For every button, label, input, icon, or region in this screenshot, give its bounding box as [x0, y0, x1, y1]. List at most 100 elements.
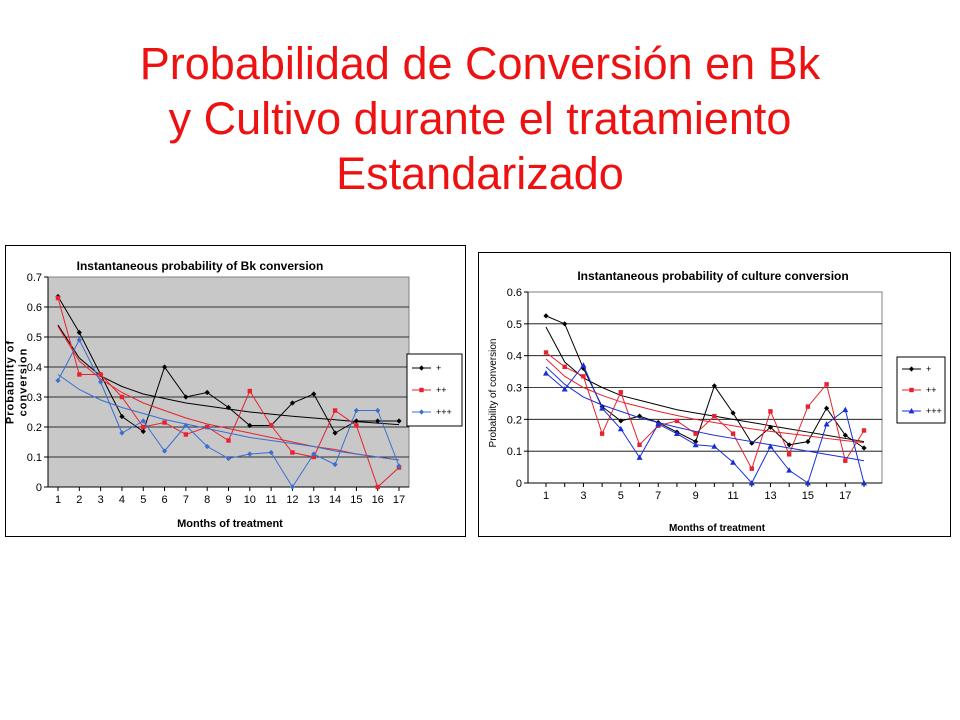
chart2-y-tick-label: 0.6: [507, 287, 522, 299]
slide-title-line-3: Estandarizado: [336, 148, 624, 199]
chart1-legend-marker: [419, 387, 424, 393]
chart1-data-point: [140, 418, 146, 424]
chart1-data-point: [162, 420, 167, 425]
chart1-x-tick-label: 15: [350, 494, 362, 506]
chart2-data-point: [786, 442, 792, 448]
chart2-data-point: [843, 458, 848, 463]
chart2-data-point: [561, 386, 568, 392]
chart1-data-point: [375, 484, 380, 490]
chart2-y-tick-label: 0: [516, 478, 522, 490]
chart2-data-point: [861, 480, 867, 486]
chart1-data-point: [268, 449, 274, 456]
chart1-x-tick-label: 14: [329, 494, 341, 506]
chart2-data-point: [637, 442, 642, 447]
chart1-legend-label: +: [436, 363, 441, 373]
chart2-y-tick-label: 0.2: [507, 414, 522, 426]
chart1-data-point: [332, 461, 338, 468]
chart2-data-point: [673, 430, 680, 437]
chart1-legend-marker: [418, 409, 425, 415]
bk-conversion-chart: Instantaneous probability of Bk conversi…: [5, 245, 466, 537]
chart2-legend-label: ++: [926, 385, 937, 395]
chart2-y-tick-label: 0.5: [507, 319, 522, 331]
chart2-x-tick-label: 1: [543, 490, 549, 502]
chart1-data-point: [119, 394, 125, 400]
chart2-x-tick-label: 7: [655, 490, 661, 502]
chart2-x-tick-label: 13: [764, 490, 776, 502]
chart1-y-axis-label: conversion: [18, 348, 30, 417]
chart2-data-point: [580, 362, 587, 368]
chart2-legend-marker: [908, 366, 915, 372]
chart1-data-point: [332, 430, 338, 436]
chart2-data-point: [767, 443, 774, 449]
chart1-data-point: [247, 451, 253, 457]
chart1-data-point: [204, 389, 210, 396]
chart1-data-point: [183, 432, 189, 437]
chart1-legend-label: ++: [436, 385, 447, 395]
chart2-data-point: [711, 443, 718, 449]
chart1-x-tick-label: 3: [98, 494, 104, 506]
chart2-title: Instantaneous probability of culture con…: [577, 269, 848, 283]
chart2-data-point: [805, 439, 811, 445]
culture-conversion-chart-svg: Instantaneous probability of culture con…: [488, 269, 946, 534]
chart1-data-point: [332, 408, 338, 413]
chart1-data-point: [55, 377, 61, 384]
chart2-x-tick-label: 11: [727, 490, 738, 502]
chart1-x-tick-label: 16: [372, 494, 384, 506]
chart1-x-tick-label: 12: [286, 494, 298, 506]
chart1-x-tick-label: 10: [244, 494, 256, 506]
chart2-data-point: [861, 445, 867, 451]
chart1-y-axis-label: Probability of: [6, 340, 17, 424]
chart2-data-point: [786, 452, 792, 457]
chart2-legend-label: +: [926, 364, 931, 374]
chart2-trendline-2: [545, 358, 865, 444]
chart1-data-point: [247, 422, 253, 429]
chart2-data-point: [749, 466, 754, 471]
chart1-data-point: [353, 418, 359, 424]
chart1-data-point: [77, 372, 82, 377]
bk-conversion-chart-svg: Instantaneous probability of Bk conversi…: [6, 259, 463, 530]
chart1-data-point: [183, 422, 189, 429]
chart1-x-tick-label: 9: [225, 494, 231, 506]
chart2-data-point: [786, 467, 793, 473]
chart1-data-point: [311, 454, 316, 460]
chart1-series-3: [55, 337, 402, 490]
chart1-series-2: [55, 295, 402, 490]
chart1-data-point: [119, 413, 125, 420]
chart1-data-point: [268, 423, 274, 428]
chart2-data-point: [730, 431, 736, 436]
chart2-legend-label: +++: [926, 406, 942, 416]
chart1-data-point: [76, 329, 82, 336]
chart1-data-point: [375, 418, 381, 424]
chart1-data-point: [289, 400, 296, 406]
chart2-data-point: [804, 480, 811, 486]
chart2-data-point: [824, 382, 829, 387]
chart2-data-point: [730, 459, 737, 465]
chart2-data-point: [693, 431, 698, 436]
chart2-y-tick-label: 0.4: [507, 351, 522, 363]
chart1-y-tick-label: 0.7: [27, 272, 42, 284]
chart1-data-point: [226, 438, 231, 443]
chart1-data-point: [375, 407, 381, 414]
chart2-data-point: [618, 390, 624, 395]
chart2-data-point: [861, 428, 867, 433]
chart1-x-tick-label: 11: [265, 494, 276, 506]
chart1-data-point: [161, 364, 168, 370]
chart2-data-point: [599, 405, 606, 411]
chart1-data-point: [353, 407, 359, 414]
chart1-y-tick-label: 0.1: [27, 452, 42, 464]
chart1-trendline-2: [57, 326, 400, 461]
chart1-x-tick-label: 8: [204, 494, 210, 506]
chart2-data-point: [636, 454, 643, 460]
chart1-x-tick-label: 7: [183, 494, 189, 506]
chart1-y-tick-label: 0.3: [27, 392, 42, 404]
chart2-data-point: [823, 421, 830, 427]
chart2-data-point: [543, 370, 549, 376]
chart1-data-point: [98, 379, 104, 385]
chart1-data-point: [76, 337, 82, 343]
chart2-x-axis-label: Months of treatment: [669, 523, 766, 534]
chart2-legend-marker: [908, 408, 915, 414]
chart2-x-tick-label: 15: [802, 490, 814, 502]
chart1-y-tick-label: 0.5: [27, 332, 42, 344]
chart1-legend-marker: [418, 365, 425, 371]
culture-conversion-chart: Instantaneous probability of culture con…: [478, 252, 951, 537]
